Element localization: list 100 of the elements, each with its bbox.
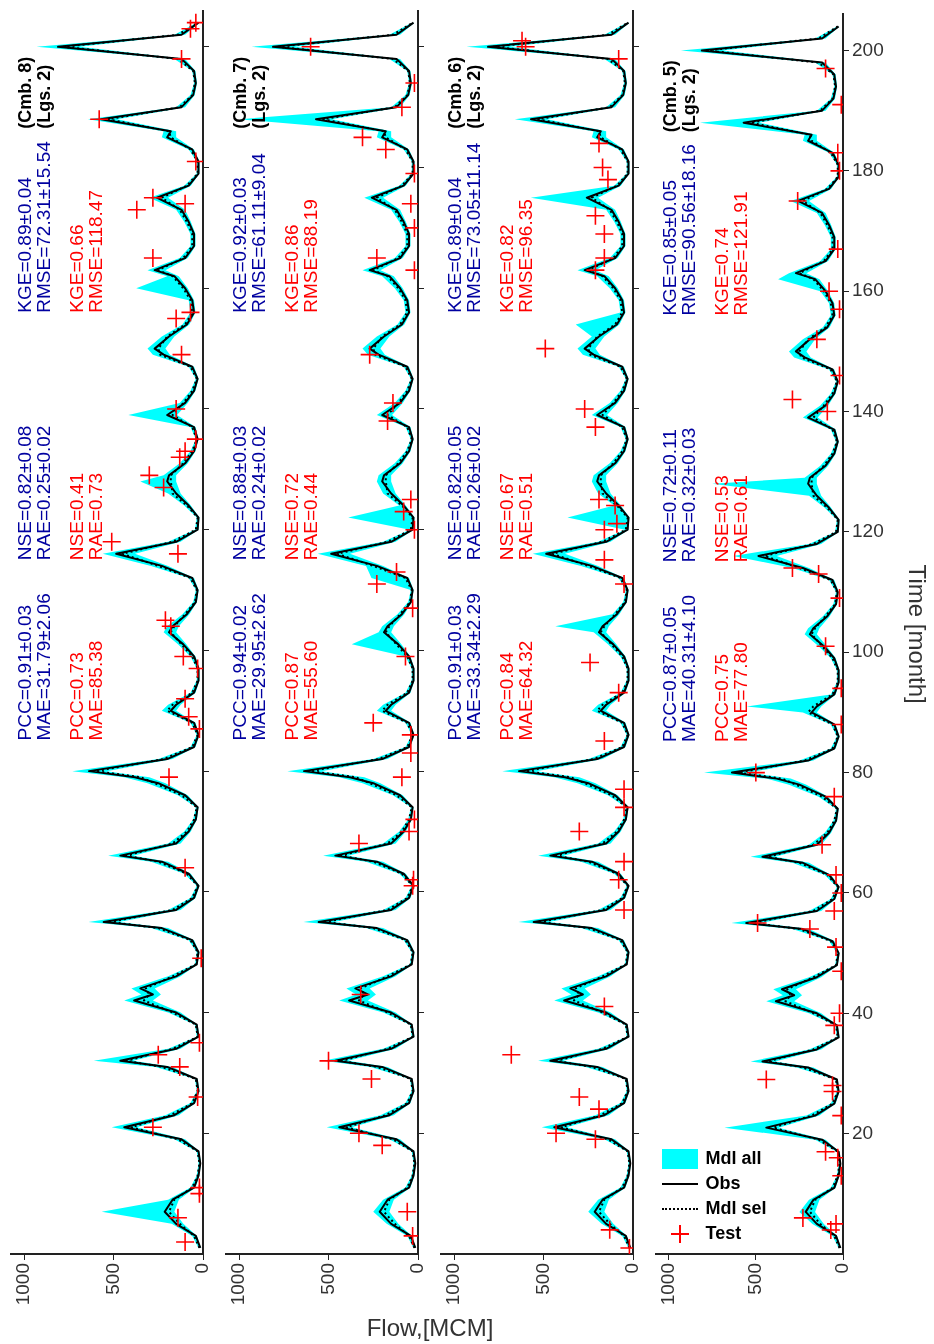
- annotation: NSE=0.82±0.05: [444, 425, 466, 561]
- point: [173, 646, 194, 667]
- point: [392, 97, 412, 117]
- point: [367, 248, 387, 268]
- point: [101, 531, 122, 552]
- point: [585, 417, 606, 437]
- x-tick-label: 500: [316, 1263, 338, 1295]
- point: [375, 139, 396, 160]
- y-tick-label: 140: [852, 399, 884, 421]
- point: [89, 109, 109, 130]
- point: [175, 688, 195, 709]
- point: [186, 12, 203, 33]
- annotation: RAE=0.25±0.02: [33, 425, 55, 561]
- point: [393, 501, 414, 522]
- point: [585, 260, 606, 280]
- x-tick-label: 1000: [442, 1263, 464, 1306]
- point: [592, 157, 613, 178]
- point: [608, 869, 629, 890]
- point: [159, 767, 179, 787]
- x-tick-label: 1000: [227, 1263, 249, 1306]
- annotation: (Cmb. 6): [444, 56, 465, 129]
- annotation: PCC=0.94±0.02: [229, 604, 251, 741]
- point: [605, 495, 625, 516]
- annotation: PCC=0.75: [711, 653, 733, 743]
- point: [574, 399, 595, 419]
- point: [589, 1099, 609, 1119]
- point: [383, 393, 403, 413]
- point: [143, 187, 163, 208]
- point: [614, 797, 633, 818]
- x-tick-label: 500: [744, 1263, 766, 1295]
- annotation: PCC=0.84: [496, 651, 518, 741]
- x-tick-label: 1000: [656, 1263, 678, 1306]
- annotation: MAE=40.31±4.10: [678, 594, 700, 743]
- annotation: PCC=0.91±0.03: [14, 604, 36, 741]
- point: [171, 49, 192, 69]
- point: [594, 248, 615, 268]
- point: [352, 127, 373, 148]
- annotation: NSE=0.88±0.03: [229, 425, 251, 561]
- annotation: NSE=0.41: [66, 473, 88, 561]
- annotation: PCC=0.91±0.03: [444, 604, 466, 741]
- y-tick-label: 160: [852, 279, 884, 301]
- annotation: KGE=0.66: [66, 224, 88, 313]
- point: [501, 1045, 522, 1065]
- point: [377, 411, 398, 431]
- point: [569, 821, 590, 842]
- point: [372, 1135, 393, 1156]
- point: [300, 37, 321, 57]
- annotation: MAE=64.32: [515, 640, 537, 741]
- annotation: RMSE=118.47: [85, 190, 107, 313]
- x-tick-label: 1000: [12, 1263, 34, 1306]
- point: [589, 489, 609, 510]
- x-tick-label: 0: [191, 1263, 213, 1274]
- y-tick-label: 80: [852, 760, 874, 782]
- point: [594, 519, 615, 540]
- point: [349, 1123, 369, 1144]
- point: [361, 1069, 382, 1089]
- point: [608, 682, 629, 703]
- annotation: KGE=0.92±0.03: [229, 177, 251, 313]
- x-tick-label: 0: [406, 1263, 428, 1274]
- annotation: NSE=0.53: [711, 475, 733, 563]
- point: [148, 1045, 169, 1065]
- annotation: MAE=31.79±2.06: [33, 593, 55, 741]
- annotation: PCC=0.87: [281, 652, 303, 741]
- annotation: KGE=0.89±0.04: [444, 176, 466, 313]
- point: [401, 725, 418, 745]
- y-tick-label: 200: [852, 38, 884, 60]
- annotation: MAE=33.34±2.29: [463, 593, 485, 741]
- annotation: MAE=29.95±2.62: [248, 593, 270, 741]
- annotation: RMSE=73.05±11.14: [463, 142, 485, 313]
- point: [175, 857, 195, 878]
- y-tick-label: 100: [852, 640, 884, 662]
- point: [515, 37, 536, 57]
- point: [169, 447, 190, 468]
- point: [386, 562, 407, 582]
- annotation: KGE=0.89±0.04: [14, 176, 36, 313]
- annotation: RMSE=90.56±18.16: [678, 144, 700, 316]
- annotation: RAE=0.61: [730, 475, 752, 563]
- point: [614, 851, 633, 872]
- point: [594, 996, 615, 1017]
- point: [546, 1123, 566, 1144]
- point: [569, 1087, 590, 1107]
- legend-label: Mdl all: [705, 1148, 762, 1169]
- legend-label: Mdl sel: [705, 1198, 767, 1219]
- point: [166, 308, 186, 329]
- annotation: NSE=0.72: [281, 473, 303, 561]
- annotation: KGE=0.86: [281, 224, 303, 313]
- x-tick-label: 0: [621, 1263, 643, 1274]
- point: [350, 984, 371, 1005]
- legend-label: Test: [705, 1223, 742, 1244]
- point: [599, 1220, 620, 1240]
- point: [614, 900, 633, 920]
- point: [143, 248, 163, 268]
- annotation: (Cmb. 8): [14, 56, 35, 129]
- point: [367, 574, 387, 594]
- y-tick-label: 20: [852, 1121, 874, 1143]
- y-tick-label: 120: [852, 520, 884, 542]
- point: [349, 833, 369, 854]
- point: [399, 821, 418, 842]
- annotation: RAE=0.32±0.03: [678, 427, 700, 563]
- annotation: KGE=0.82: [496, 224, 518, 313]
